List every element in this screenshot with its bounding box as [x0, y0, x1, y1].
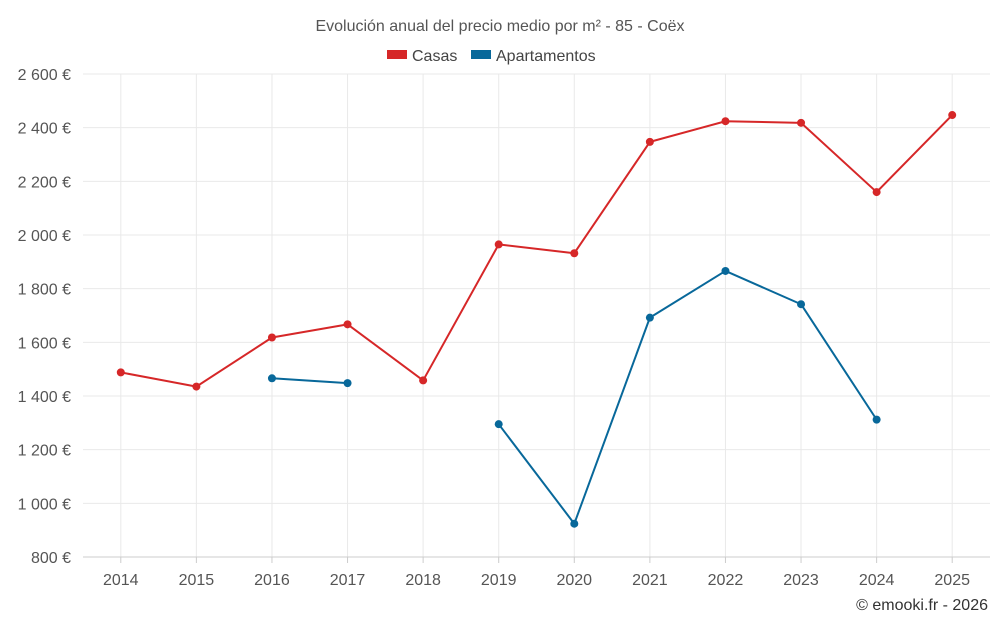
- y-tick-label: 2 000 €: [18, 228, 71, 245]
- data-point-casas-2021[interactable]: [645, 137, 654, 146]
- x-tick-label: 2017: [330, 572, 366, 589]
- y-axis: 800 € 1 000 € 1 200 € 1 400 € 1 600 € 1 800 €…: [18, 67, 71, 567]
- y-tick-label: 1 800 €: [18, 282, 71, 299]
- y-tick-label: 2 400 €: [18, 121, 71, 138]
- legend-swatch-casas: [387, 50, 407, 59]
- legend-label-casas: Casas: [412, 48, 457, 65]
- series-line-casas: [120, 114, 953, 388]
- x-tick-label: 2014: [103, 572, 139, 589]
- x-tick-label: 2015: [179, 572, 215, 589]
- series-line-apartamentos: [271, 377, 348, 385]
- x-tick-label: 2022: [708, 572, 744, 589]
- data-point-apartamentos-2017[interactable]: [343, 379, 352, 388]
- y-tick-label: 1 200 €: [18, 443, 71, 460]
- credit-text: © emooki.fr - 2026: [856, 597, 988, 614]
- x-tick-label: 2016: [254, 572, 290, 589]
- legend-item-casas[interactable]: Casas: [387, 48, 457, 65]
- data-point-casas-2025[interactable]: [948, 111, 957, 120]
- data-point-apartamentos-2020[interactable]: [570, 519, 579, 528]
- legend: Casas Apartamentos: [387, 48, 596, 65]
- y-tick-label: 2 200 €: [18, 174, 71, 191]
- data-point-apartamentos-2019[interactable]: [494, 420, 503, 429]
- chart-title: Evolución anual del precio medio por m² …: [315, 18, 684, 35]
- series-layer: [116, 111, 957, 528]
- y-tick-label: 1 600 €: [18, 335, 71, 352]
- y-tick-label: 1 000 €: [18, 496, 71, 513]
- data-point-apartamentos-2024[interactable]: [872, 415, 881, 424]
- x-tick-label: 2021: [632, 572, 668, 589]
- data-point-apartamentos-2023[interactable]: [797, 300, 806, 309]
- legend-swatch-apartamentos: [471, 50, 491, 59]
- x-axis: 2014 2015 2016 2017 2018 2019 2020 2021 2022 2023…: [83, 556, 990, 589]
- data-point-apartamentos-2016[interactable]: [267, 374, 276, 383]
- data-point-casas-2016[interactable]: [267, 333, 276, 342]
- x-tick-label: 2018: [405, 572, 441, 589]
- data-point-casas-2018[interactable]: [419, 376, 428, 385]
- data-point-apartamentos-2022[interactable]: [721, 266, 730, 275]
- x-tick-label: 2019: [481, 572, 517, 589]
- series-line-apartamentos: [497, 269, 878, 525]
- x-tick-label: 2023: [783, 572, 819, 589]
- y-tick-label: 2 600 €: [18, 67, 71, 84]
- data-point-casas-2019[interactable]: [494, 240, 503, 249]
- y-tick-label: 1 400 €: [18, 389, 71, 406]
- data-point-casas-2024[interactable]: [872, 188, 881, 197]
- x-tick-label: 2025: [934, 572, 970, 589]
- series-apartamentos: [267, 266, 881, 528]
- data-point-casas-2015[interactable]: [192, 382, 201, 391]
- data-point-casas-2017[interactable]: [343, 320, 352, 329]
- data-point-casas-2020[interactable]: [570, 249, 579, 258]
- x-tick-label: 2020: [556, 572, 592, 589]
- data-point-apartamentos-2021[interactable]: [645, 313, 654, 322]
- legend-label-apartamentos: Apartamentos: [496, 48, 596, 65]
- x-tick-label: 2024: [859, 572, 895, 589]
- y-tick-label: 800 €: [31, 550, 71, 567]
- data-point-casas-2023[interactable]: [797, 118, 806, 127]
- legend-item-apartamentos[interactable]: Apartamentos: [471, 48, 596, 65]
- series-casas: [116, 111, 957, 391]
- grid: [83, 73, 990, 558]
- data-point-casas-2014[interactable]: [116, 368, 125, 377]
- data-point-casas-2022[interactable]: [721, 117, 730, 126]
